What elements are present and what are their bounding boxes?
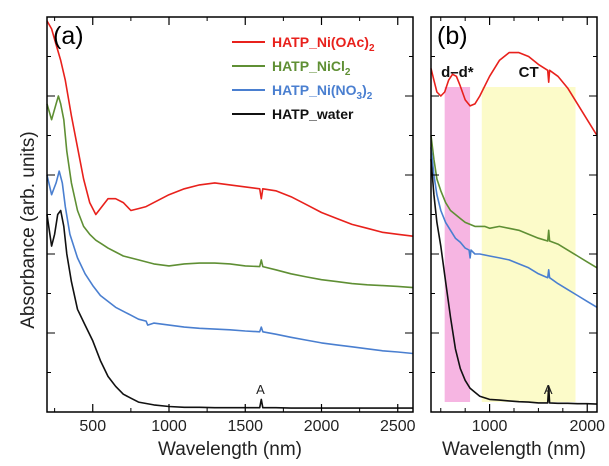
panel-a-legend: HATP_Ni(OAc)2 HATP_NiCl2 HATP_Ni(NO3)2 HATP…	[232, 34, 375, 122]
panel-a: 500 1000 1500 2000 2500 A HATP_Ni(OAc)2HATP_…	[46, 16, 416, 460]
band-d-d	[444, 87, 471, 402]
x-tick-label: 500	[79, 418, 106, 435]
panel-b-annotations: A	[544, 382, 553, 397]
panel-a-frame	[46, 16, 414, 413]
x-tick-label: 2500	[380, 418, 416, 435]
panel-a-series	[46, 20, 414, 409]
legend-label-hatp-water: HATP_water	[272, 106, 354, 122]
band-ct	[481, 87, 576, 402]
series-line-hatp-ni-no3-2	[46, 170, 414, 355]
panel-a-label: (a)	[53, 22, 84, 50]
panel-b-series	[430, 51, 598, 405]
series-line-hatp-water	[430, 159, 598, 405]
panel-a-x-axis-label: Wavelength (nm)	[158, 439, 302, 460]
panel-b-bands: d–d* CT	[441, 64, 576, 402]
y-axis-label: Absorbance (arb. units)	[18, 131, 39, 329]
x-tick-label: 2000	[304, 418, 340, 435]
panel-b-ticks	[431, 16, 597, 413]
annotation-a: A	[544, 382, 553, 397]
series-line-hatp-water	[46, 209, 413, 409]
x-tick-label: 1000	[472, 418, 508, 435]
legend-label-hatp-nicl: HATP_NiCl2	[272, 58, 351, 78]
panel-b-label: (b)	[437, 22, 468, 50]
panel-b-x-axis-label: Wavelength (nm)	[442, 439, 586, 460]
panel-a-tick-labels: 500 1000 1500 2000 2500	[79, 418, 415, 435]
legend-label-hatp-ni-no: HATP_Ni(NO3)2	[272, 82, 373, 102]
x-tick-label: 2000	[569, 418, 605, 435]
panel-a-annotations: A	[256, 382, 265, 397]
panel-b: d–d* CT 1000 2000 A (b) Wavelength (nm)	[430, 16, 605, 460]
series-line-hatp-ni-oac-2	[430, 51, 598, 136]
band-label-d-d: d–d*	[441, 64, 474, 81]
panel-a-ticks	[47, 16, 413, 413]
x-tick-label: 1000	[151, 418, 187, 435]
legend-label-hatp-ni-oac: HATP_Ni(OAc)2	[272, 34, 375, 54]
series-line-hatp-ni-no3-2	[430, 147, 598, 308]
panel-b-tick-labels: 1000 2000	[472, 418, 605, 435]
series-line-hatp-nicl2	[430, 135, 598, 269]
annotation-a: A	[256, 382, 265, 397]
series-line-hatp-nicl2	[46, 95, 414, 289]
band-label-ct: CT	[519, 64, 539, 81]
series-line-hatp-ni-oac-2	[46, 20, 414, 237]
x-tick-label: 1500	[227, 418, 263, 435]
